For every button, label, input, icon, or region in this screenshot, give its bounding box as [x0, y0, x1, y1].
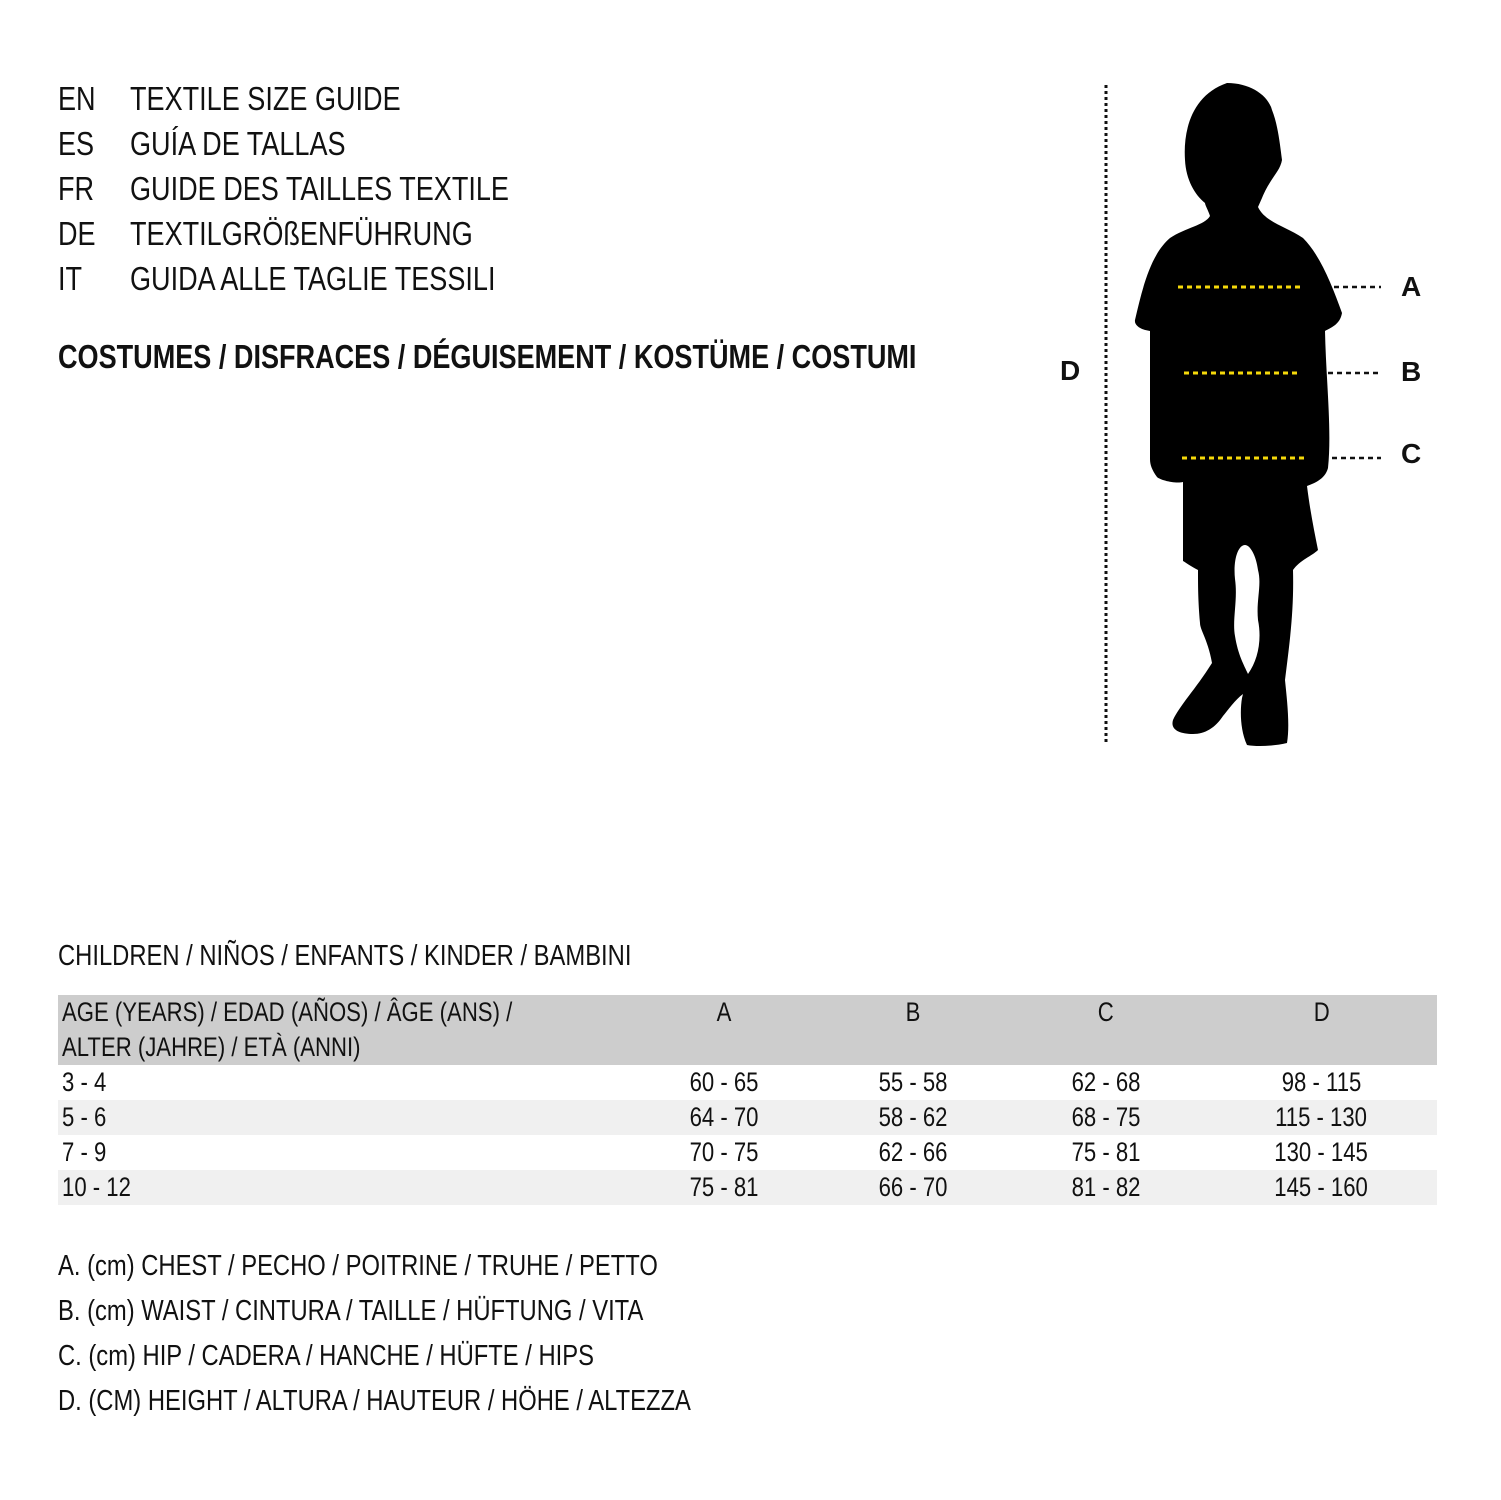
value-cell: 81 - 82: [1006, 1170, 1206, 1205]
table-row: 5 - 6 64 - 70 58 - 62 68 - 75 115 - 130: [58, 1100, 1437, 1135]
value-cell: 58 - 62: [821, 1100, 1006, 1135]
legend-waist: B. (cm) WAIST / CINTURA / TAILLE / HÜFTU…: [58, 1295, 644, 1327]
title-de: DE TEXTILGRÖßENFÜHRUNG: [0, 211, 700, 256]
label-c: C: [1401, 438, 1422, 469]
value-cell: 55 - 58: [879, 1067, 948, 1097]
value-cell: 62 - 66: [879, 1137, 948, 1167]
age-cell: 7 - 9: [62, 1137, 107, 1167]
column-header-b: B: [821, 995, 1006, 1065]
age-cell: 5 - 6: [58, 1100, 628, 1135]
age-cell: 3 - 4: [62, 1067, 107, 1097]
value-cell: 66 - 70: [821, 1170, 1006, 1205]
value-cell: 115 - 130: [1206, 1100, 1437, 1135]
column-header-d: D: [1206, 995, 1437, 1065]
category-heading: COSTUMES / DISFRACES / DÉGUISEMENT / KOS…: [58, 338, 917, 375]
table-header: AGE (YEARS) / EDAD (AÑOS) / ÂGE (ANS) / …: [58, 995, 1437, 1065]
label-b: B: [1401, 356, 1422, 387]
column-header-a: A: [628, 995, 821, 1065]
title-text: GUIDA ALLE TAGLIE TESSILI: [130, 260, 496, 297]
table-row: 7 - 9 70 - 75 62 - 66 75 - 81 130 - 145: [58, 1135, 1437, 1170]
column-header-c: C: [1006, 995, 1206, 1065]
size-figure: [1104, 83, 1381, 747]
value-cell: 68 - 75: [1006, 1100, 1206, 1135]
value-cell: 98 - 115: [1281, 1067, 1362, 1097]
value-cell: 75 - 81: [1071, 1137, 1141, 1167]
value-cell: 60 - 65: [690, 1067, 759, 1097]
lang-code: FR: [58, 170, 95, 207]
size-table: AGE (YEARS) / EDAD (AÑOS) / ÂGE (ANS) / …: [58, 995, 1437, 1205]
value-cell: 145 - 160: [1206, 1170, 1437, 1205]
value-cell: 75 - 81: [628, 1170, 821, 1205]
title-en: EN TEXTILE SIZE GUIDE: [0, 76, 700, 121]
value-cell: 130 - 145: [1274, 1137, 1369, 1167]
table-caption: CHILDREN / NIÑOS / ENFANTS / KINDER / BA…: [58, 940, 632, 972]
legend-chest: A. (cm) CHEST / PECHO / POITRINE / TRUHE…: [58, 1250, 658, 1282]
table-row: 3 - 4 60 - 65 55 - 58 62 - 68 98 - 115: [58, 1065, 1437, 1100]
legend-height: D. (CM) HEIGHT / ALTURA / HAUTEUR / HÖHE…: [58, 1385, 691, 1417]
legend-hip: C. (cm) HIP / CADERA / HANCHE / HÜFTE / …: [58, 1340, 594, 1372]
title-text: GUÍA DE TALLAS: [130, 125, 346, 162]
value-cell: 70 - 75: [690, 1137, 759, 1167]
value-cell: 64 - 70: [628, 1100, 821, 1135]
label-a: A: [1401, 271, 1422, 302]
age-cell: 10 - 12: [58, 1170, 628, 1205]
title-text: GUIDE DES TAILLES TEXTILE: [130, 170, 509, 207]
lang-code: ES: [58, 125, 95, 162]
title-it: IT GUIDA ALLE TAGLIE TESSILI: [0, 256, 700, 301]
child-silhouette: [1134, 83, 1342, 747]
lang-code: DE: [58, 215, 96, 252]
lang-code: IT: [58, 260, 83, 297]
title-text: TEXTILGRÖßENFÜHRUNG: [130, 215, 473, 252]
label-d: D: [1060, 355, 1081, 386]
title-text: TEXTILE SIZE GUIDE: [130, 80, 401, 117]
age-header: AGE (YEARS) / EDAD (AÑOS) / ÂGE (ANS) / …: [58, 995, 628, 1065]
value-cell: 62 - 68: [1071, 1067, 1141, 1097]
lang-code: EN: [58, 80, 96, 117]
title-es: ES GUÍA DE TALLAS: [0, 121, 700, 166]
table-row: 10 - 12 75 - 81 66 - 70 81 - 82 145 - 16…: [58, 1170, 1437, 1205]
title-fr: FR GUIDE DES TAILLES TEXTILE: [0, 166, 700, 211]
